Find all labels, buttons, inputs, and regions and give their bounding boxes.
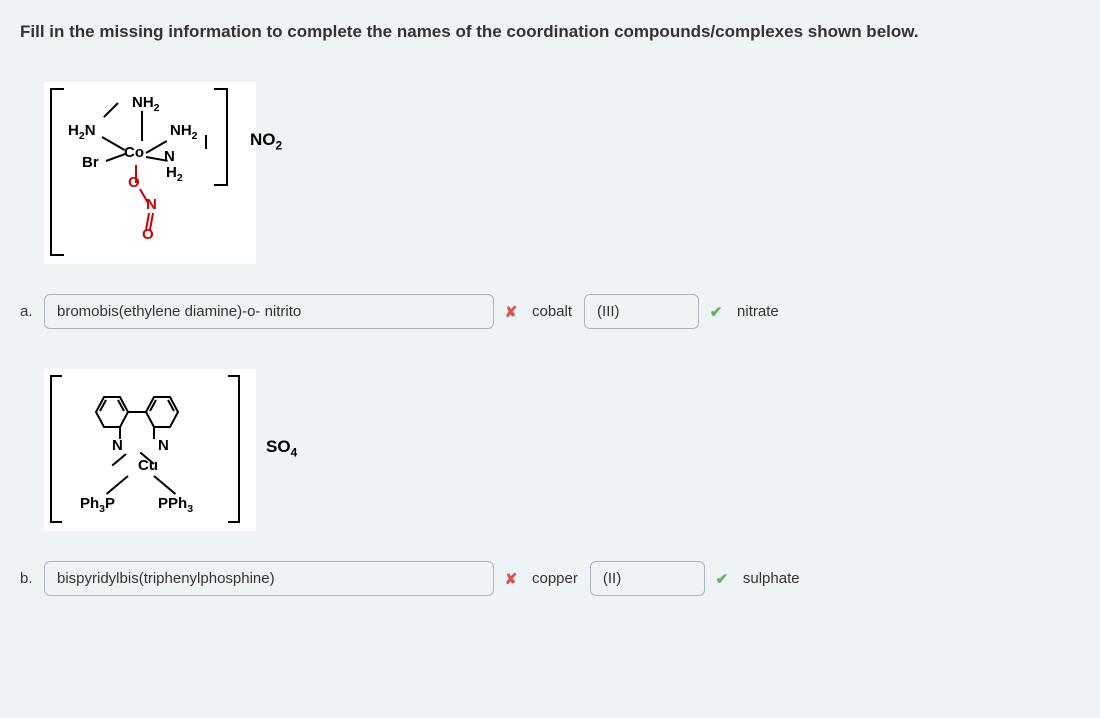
center-atom: Co (124, 144, 144, 161)
ligand-label: H2 (166, 164, 183, 184)
counterion-label: SO4 (266, 437, 297, 459)
bond-icon (205, 135, 207, 149)
ligand-label: NH2 (132, 94, 160, 114)
structure-b-row: Cu N N Ph3P PPh3 SO4 (20, 369, 1080, 531)
bond-icon (103, 102, 119, 118)
structure-a-image: Co NH2 NH2 H2N Br N H2 O N O NO2 (44, 82, 256, 264)
row-label-a: a. (20, 303, 36, 320)
ligand-label: PPh3 (158, 495, 193, 515)
cross-icon: ✘ (502, 303, 520, 321)
ligand-label: H2N (68, 122, 96, 142)
cross-icon: ✘ (502, 570, 520, 588)
bond-icon (102, 136, 126, 151)
bracket-right-icon (214, 88, 228, 186)
bond-icon (135, 165, 137, 183)
answer-row-a: a. ✘ cobalt ✔ nitrate (20, 294, 1080, 329)
bond-icon (141, 111, 143, 141)
counterion-text-b: sulphate (739, 570, 804, 587)
ring-icon (84, 387, 204, 447)
bond-icon (106, 475, 129, 495)
ligand-label: N (164, 148, 175, 165)
oxidation-input-a[interactable] (584, 294, 699, 329)
ligand-label: O (142, 226, 154, 243)
oxidation-input-b[interactable] (590, 561, 705, 596)
counterion-label: NO2 (250, 130, 282, 152)
ligand-label: Br (82, 154, 99, 171)
question-prompt: Fill in the missing information to compl… (20, 22, 1080, 42)
check-icon: ✔ (707, 303, 725, 321)
structure-b-image: Cu N N Ph3P PPh3 SO4 (44, 369, 256, 531)
ligand-label: Ph3P (80, 495, 115, 515)
answer-row-b: b. ✘ copper ✔ sulphate (20, 561, 1080, 596)
metal-text-a: cobalt (528, 303, 576, 320)
question-b: Cu N N Ph3P PPh3 SO4 (20, 369, 1080, 596)
check-icon: ✔ (713, 570, 731, 588)
bond-icon (112, 453, 127, 466)
row-label-b: b. (20, 570, 36, 587)
bracket-left-icon (50, 375, 62, 523)
bracket-right-icon (228, 375, 240, 523)
bond-icon (153, 475, 176, 495)
metal-text-b: copper (528, 570, 582, 587)
counterion-text-a: nitrate (733, 303, 783, 320)
ligand-label: NH2 (170, 122, 198, 142)
bracket-left-icon (50, 88, 64, 256)
structure-a-row: Co NH2 NH2 H2N Br N H2 O N O NO2 (20, 82, 1080, 264)
question-a: Co NH2 NH2 H2N Br N H2 O N O NO2 (20, 82, 1080, 329)
ligand-input-b[interactable] (44, 561, 494, 596)
ligand-input-a[interactable] (44, 294, 494, 329)
ligand-label: O (128, 174, 140, 191)
